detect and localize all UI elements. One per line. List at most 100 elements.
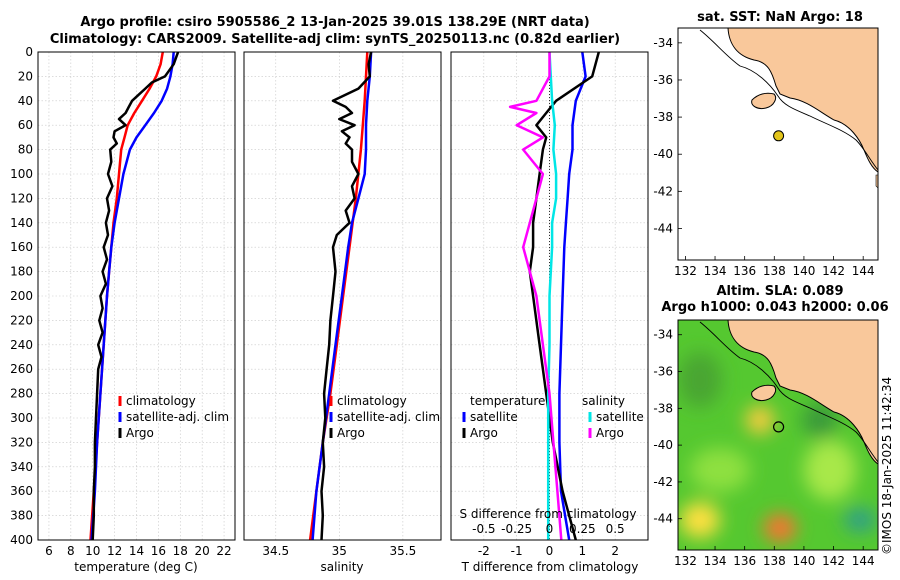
lon-tick-label: 132 (674, 264, 697, 278)
x-tick-label: 6 (45, 544, 53, 558)
series-argo (91, 52, 180, 540)
figure-title-line1: Argo profile: csiro 5905586_2 13-Jan-202… (80, 15, 590, 30)
depth-tick-label: 0 (25, 45, 33, 59)
s-tick-label: 0.5 (606, 522, 625, 536)
lon-tick-label: 144 (852, 264, 875, 278)
legend-label-t-argo: Argo (470, 426, 498, 440)
lat-tick-label: -34 (653, 328, 673, 342)
depth-tick-label: 400 (10, 533, 33, 547)
lon-tick-label: 138 (763, 264, 786, 278)
depth-tick-label: 200 (10, 289, 33, 303)
legend-label-argo: Argo (337, 426, 365, 440)
sst-map (677, 27, 879, 261)
lat-tick-label: -38 (653, 401, 673, 415)
lat-tick-label: -36 (653, 73, 673, 87)
depth-tick-label: 180 (10, 265, 33, 279)
s-difference-label: S difference from climatology (460, 507, 637, 521)
lat-tick-label: -36 (653, 365, 673, 379)
series-satellite-adj-clim (90, 52, 175, 540)
depth-tick-label: 60 (18, 118, 33, 132)
s-tick-label: -0.25 (501, 522, 532, 536)
map-sla-title-line2: Argo h1000: 0.043 h2000: 0.06 (661, 300, 889, 315)
sla-map-axis: 132 134 136 138 140 142 144 -34 -36 -38 -40 -42 -44 (653, 328, 874, 568)
temperature-axis: 0 20 40 60 80 100 120 140 160 180 200 220 240 260 280 3… (10, 45, 232, 558)
lon-tick-label: 134 (704, 264, 727, 278)
sst-map-axis: 132 134 136 138 140 142 144 -34 -36 -38 -40 -42 -44 (653, 36, 874, 278)
depth-tick-label: 320 (10, 435, 33, 449)
legend-title-salinity: salinity (582, 394, 625, 408)
temperature-legend: climatology satellite-adj. clim Argo (118, 394, 229, 440)
difference-xlabel: T difference from climatology (461, 560, 639, 574)
x-tick-label: 1 (579, 544, 587, 558)
argo-location-marker (772, 421, 785, 433)
legend-label-s-satellite: satellite (596, 410, 644, 424)
x-tick-label: 35 (332, 544, 347, 558)
lat-tick-label: -40 (653, 438, 673, 452)
x-tick-label: 2 (611, 544, 619, 558)
legend-label-satellite: satellite-adj. clim (126, 410, 229, 424)
x-tick-label: 34.5 (262, 544, 289, 558)
depth-tick-label: 100 (10, 167, 33, 181)
lon-tick-label: 136 (733, 264, 756, 278)
x-tick-label: 12 (107, 544, 122, 558)
lat-tick-label: -42 (653, 475, 673, 489)
legend-label-s-argo: Argo (596, 426, 624, 440)
argo-location-marker (773, 130, 785, 142)
lon-tick-label: 140 (792, 264, 815, 278)
sst-map-land (678, 28, 878, 189)
lat-tick-label: -44 (653, 221, 673, 235)
lon-tick-label: 134 (704, 554, 727, 568)
lat-tick-label: -34 (653, 36, 673, 50)
x-tick-label: 10 (85, 544, 100, 558)
x-tick-label: 14 (129, 544, 144, 558)
legend-label-climatology: climatology (126, 394, 196, 408)
x-tick-label: -2 (478, 544, 490, 558)
s-tick-label: 0 (546, 522, 554, 536)
x-tick-label: 16 (151, 544, 166, 558)
depth-tick-label: 160 (10, 240, 33, 254)
x-tick-label: 22 (216, 544, 231, 558)
temperature-xlabel: temperature (deg C) (74, 560, 197, 574)
lat-tick-label: -44 (653, 512, 673, 526)
lon-tick-label: 142 (822, 264, 845, 278)
depth-tick-label: 360 (10, 484, 33, 498)
depth-tick-label: 80 (18, 143, 33, 157)
lon-tick-label: 132 (674, 554, 697, 568)
depth-tick-label: 240 (10, 338, 33, 352)
legend-label-climatology: climatology (337, 394, 407, 408)
x-tick-label: 20 (195, 544, 210, 558)
depth-tick-label: 380 (10, 509, 33, 523)
lat-tick-label: -40 (653, 147, 673, 161)
depth-tick-label: 340 (10, 460, 33, 474)
depth-tick-label: 140 (10, 216, 33, 230)
difference-lines (508, 52, 601, 540)
salinity-xlabel: salinity (320, 560, 363, 574)
depth-tick-label: 120 (10, 191, 33, 205)
legend-label-satellite: satellite-adj. clim (337, 410, 440, 424)
salinity-lines (308, 52, 373, 540)
difference-axis: -2 -1 0 1 2 -0.5 -0.25 0 0.25 0.5 (472, 522, 625, 558)
legend-label-t-satellite: satellite (470, 410, 518, 424)
lat-tick-label: -42 (653, 184, 673, 198)
x-tick-label: 8 (67, 544, 75, 558)
depth-tick-label: 20 (18, 69, 33, 83)
x-tick-label: 18 (173, 544, 188, 558)
lon-tick-label: 136 (733, 554, 756, 568)
temperature-lines (89, 52, 180, 540)
legend-label-argo: Argo (126, 426, 154, 440)
series-s-satellite (546, 52, 558, 540)
map-sla-title-line1: Altim. SLA: 0.089 (716, 284, 844, 299)
x-tick-label: -1 (511, 544, 523, 558)
difference-legend: temperature satellite Argo salinity sate… (462, 394, 644, 440)
series-s-argo (508, 52, 563, 540)
lon-tick-label: 142 (822, 554, 845, 568)
series-argo (320, 52, 373, 540)
lon-tick-label: 144 (852, 554, 875, 568)
map-sst-title: sat. SST: NaN Argo: 18 (697, 10, 863, 25)
s-tick-label: -0.5 (472, 522, 495, 536)
depth-tick-label: 260 (10, 362, 33, 376)
legend-title-temperature: temperature (470, 394, 545, 408)
depth-tick-label: 220 (10, 313, 33, 327)
figure-title-line2: Climatology: CARS2009. Satellite-adj cli… (49, 32, 621, 47)
